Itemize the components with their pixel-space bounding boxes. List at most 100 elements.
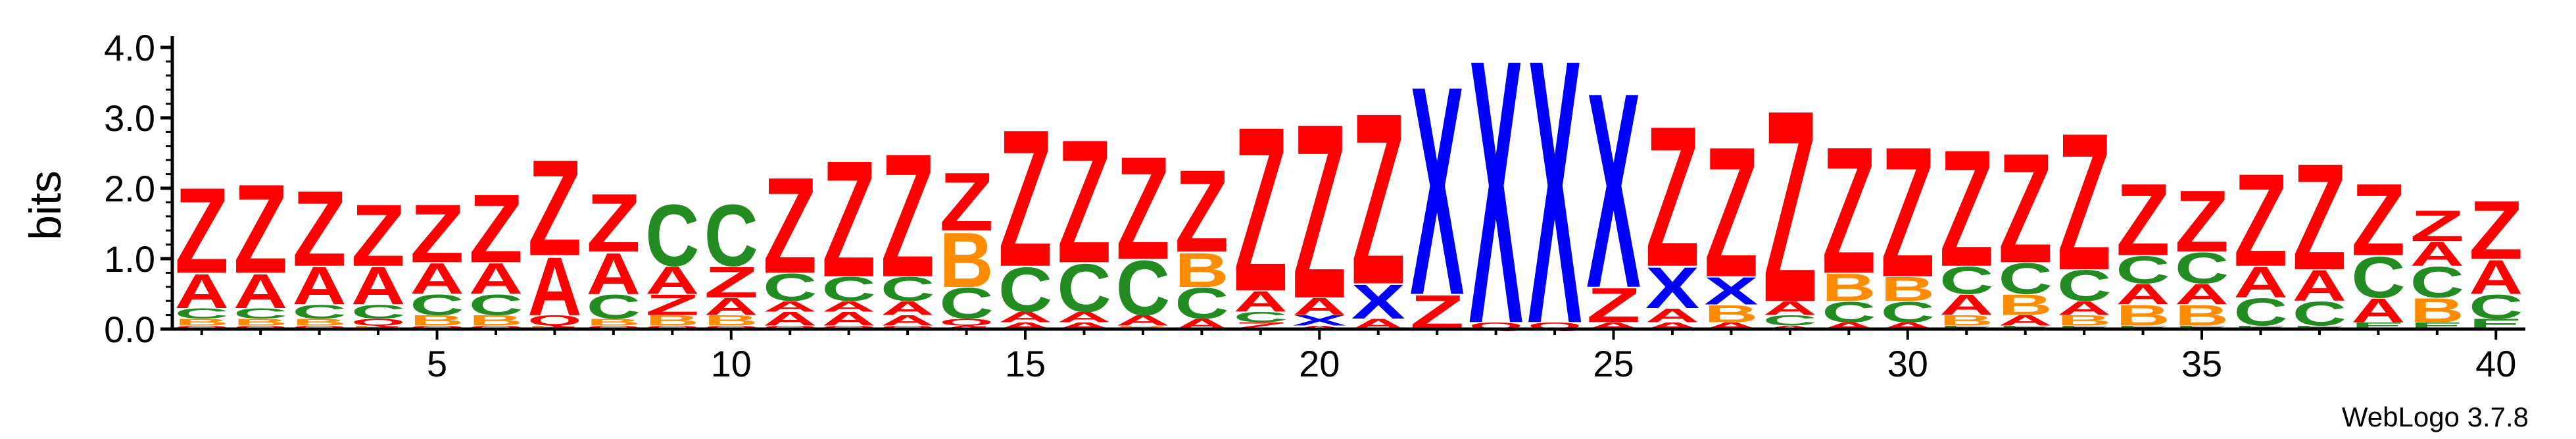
glyph-pos34-Z-4: Z [2116,162,2170,276]
glyph-pos31-Z-4: Z [1939,115,1993,301]
y-tick-label: 1.0 [104,238,155,280]
glyph-pos33-Z-4: Z [2057,92,2111,311]
glyph-pos13-Z-4: Z [881,116,935,313]
glyph-pos26-Z-3: Z [1645,84,1699,308]
y-tick-label: 0.0 [104,309,155,350]
glyph-pos12-A-1: A [822,308,876,330]
glyph-pos27-X-2: X [1704,269,1758,313]
glyph-pos2-B-1: B [233,317,287,328]
glyph-pos34-C-3: C [2116,248,2170,292]
glyph-pos5-A-3: A [410,254,464,303]
glyph-pos9-Q-0: Q [645,324,699,330]
glyph-pos9-C-4: C [645,187,699,285]
glyph-pos2-A-3: A [233,264,287,319]
glyph-pos2-C-2: C [233,305,287,322]
glyph-pos32-E-0: E [1999,324,2053,330]
glyph-pos39-B-1: B [2410,291,2464,329]
glyph-pos31-B-1: B [1939,313,1993,329]
glyph-pos30-Z-3: Z [1881,108,1935,315]
glyph-pos14-Z-4: Z [939,155,993,248]
glyph-pos7-A-2: A [527,240,581,333]
glyph-pos15-A-1: A [998,309,1052,325]
glyph-pos8-B-1: B [587,317,641,328]
glyph-pos11-A-1: A [763,308,817,330]
glyph-pos9-A-3: A [645,259,699,303]
glyph-pos19-A-2: A [1234,286,1288,318]
glyph-pos34-B-1: B [2116,299,2170,332]
glyph-pos36-Z-3: Z [2233,147,2287,294]
glyph-pos33-E-0: E [2057,324,2111,330]
glyph-pos9-B-1: B [645,313,699,329]
glyph-pos6-B-1: B [469,313,523,329]
x-tick-label: 10 [711,343,752,384]
glyph-pos5-Z-4: Z [410,187,464,280]
software-label: WebLogo 3.7.8 [2342,401,2529,432]
glyph-pos40-C-1: C [2469,288,2523,326]
x-tick-label: 30 [1887,343,1928,384]
glyph-pos17-Z-3: Z [1116,126,1170,290]
glyph-pos12-Z-4: Z [822,126,876,311]
glyph-pos37-Z-3: Z [2293,132,2346,301]
glyph-pos18-Z-3: Z [1175,146,1228,277]
glyph-pos4-A-3: A [351,256,405,316]
glyph-pos6-Z-4: Z [469,174,523,284]
glyph-pos11-C-3: C [763,266,817,309]
glyph-pos26-X-2: X [1645,255,1699,321]
glyph-pos16-A-1: A [1057,309,1111,325]
glyph-pos29-B-2: B [1822,266,1876,309]
glyph-pos1-B-1: B [175,317,229,328]
glyph-pos31-C-3: C [1939,259,1993,303]
glyph-pos28-A-2: A [1763,297,1817,319]
glyph-pos10-Q-0: Q [704,324,758,330]
glyph-pos3-Z-4: Z [292,168,346,288]
glyph-pos12-A-2: A [822,298,876,315]
glyph-pos5-B-1: B [410,313,464,329]
glyph-pos32-B-2: B [1999,289,2053,321]
glyph-pos35-B-1: B [2175,299,2229,332]
glyph-pos1-A-3: A [175,264,229,319]
glyph-pos20-Z-3: Z [1292,73,1346,351]
glyph-pos10-A-2: A [704,293,758,321]
glyph-pos14-Q-1: Q [939,317,993,328]
glyph-pos40-A-2: A [2469,250,2523,305]
glyph-pos28-C-1: C [1763,313,1817,329]
glyph-pos38-A-1: A [2351,291,2405,329]
glyph-pos7-Z-3: Z [527,132,581,285]
glyph-pos30-B-2: B [1881,270,1935,308]
glyph-pos32-C-3: C [1999,254,2053,303]
glyph-pos25-X-2: X [1586,36,1641,347]
glyph-pos15-C-2: C [998,254,1052,325]
glyph-pos27-B-1: B [1704,300,1758,328]
glyph-pos23-X-1: X [1469,0,1523,402]
glyph-pos17-A-1: A [1116,313,1170,329]
glyph-pos38-Z-3: Z [2351,162,2405,276]
glyph-pos8-Z-4: Z [587,176,641,269]
glyph-pos1-C-2: C [175,305,229,322]
y-tick-label: 3.0 [104,97,155,139]
glyph-pos16-Z-3: Z [1057,103,1111,299]
glyph-pos30-C-1: C [1881,296,1935,328]
glyph-pos28-Z-3: Z [1763,53,1817,359]
glyph-pos34-E-0: E [2116,324,2170,330]
glyph-pos10-B-1: B [704,313,758,329]
glyph-pos20-A-2: A [1292,293,1346,321]
glyph-pos26-A-1: A [1645,305,1699,326]
glyph-pos4-C-2: C [351,301,405,323]
glyph-pos4-Z-4: Z [351,186,405,284]
glyph-pos39-Z-4: Z [2410,201,2464,251]
glyph-pos37-C-1: C [2293,295,2346,333]
glyph-pos36-A-2: A [2233,257,2287,307]
glyph-pos29-Z-3: Z [1822,109,1876,311]
glyph-pos35-A-2: A [2175,278,2229,311]
glyph-pos9-Z-2: Z [645,289,699,322]
glyph-pos33-C-3: C [2057,261,2111,310]
x-tick-label: 25 [1593,343,1634,384]
glyph-pos12-Q-0: Q [822,324,876,330]
glyph-pos35-Z-4: Z [2175,172,2229,271]
glyph-pos33-B-1: B [2057,313,2111,329]
glyph-pos32-A-1: A [1999,313,2053,329]
glyph-pos34-A-2: A [2116,278,2170,311]
glyph-pos1-Q-0: Q [175,324,229,330]
glyph-pos11-Q-0: Q [763,324,817,330]
